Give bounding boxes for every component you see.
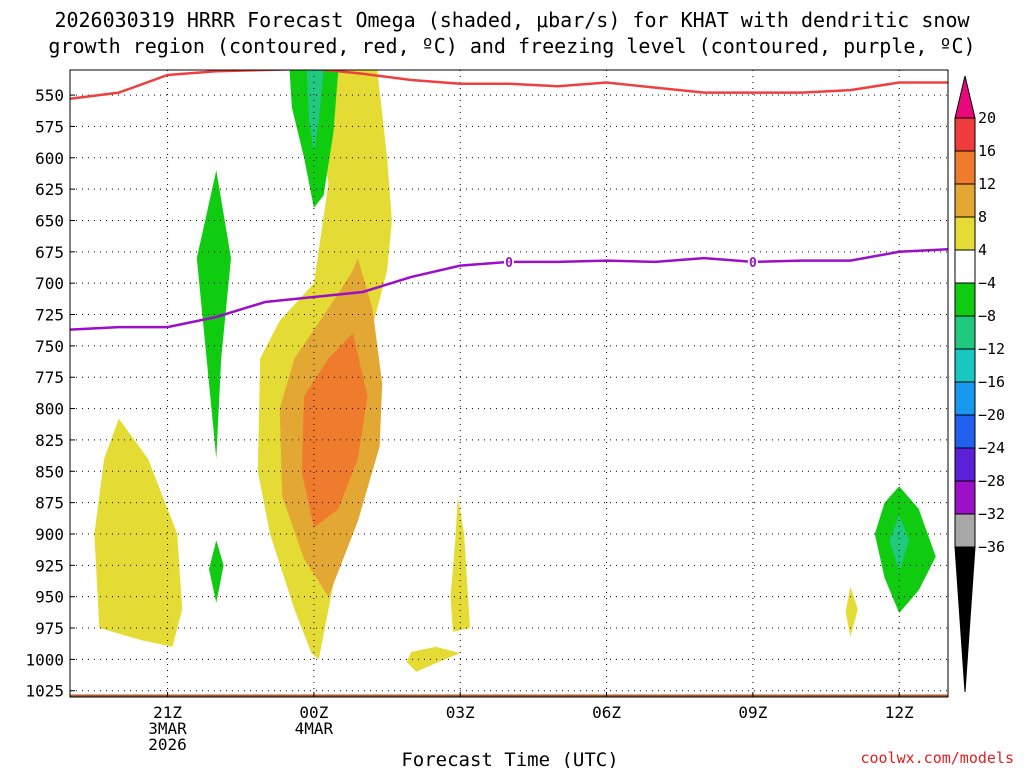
contour-label-bg [504,254,514,269]
x-axis-title: Forecast Time (UTC) [401,749,618,768]
omega-region-ascent-main-12-16 [301,333,368,528]
colorbar-bin [954,381,976,416]
colorbar-tick-label: 4 [978,241,987,259]
x-tick-label: 21Z [153,703,182,722]
x-tick-label: 4MAR [295,719,334,738]
chart-title-line-1: 2026030319 HRRR Forecast Omega (shaded, … [54,8,970,32]
colorbar-tick-label: 16 [978,142,996,160]
colorbar-tick-label: −32 [978,505,1005,523]
omega-region-ascent-low-left [94,418,183,647]
colorbar-top-arrow [954,75,976,119]
x-tick-label: 12Z [885,703,914,722]
colorbar: 20 16 12 8 4 −4 −8 −12 −16 −20 −24 −28 −32 −36 [954,75,1005,693]
y-tick-label: 925 [35,556,64,575]
colorbar-bin [954,513,976,548]
colorbar-bin [954,249,976,284]
y-tick-label: 975 [35,619,64,638]
colorbar-bin [954,414,976,449]
y-axis: 550 575 600 625 650 675 700 725 750 775 800 825 850 8… [25,86,75,701]
colorbar-tick-label: −16 [978,373,1005,391]
x-tick-label: 06Z [592,703,621,722]
y-tick-label: 675 [35,243,64,262]
omega-shading [94,70,936,672]
x-tick-label: 00Z [299,703,328,722]
omega-region-ascent-sfc-02z [406,646,461,672]
y-tick-label: 900 [35,525,64,544]
y-tick-label: 725 [35,306,64,325]
contour-label-bg [747,254,758,269]
colorbar-bin [954,315,976,350]
y-tick-label: 750 [35,337,64,356]
omega-region-ascent-small-11z [845,586,858,637]
y-tick-label: 875 [35,494,64,513]
x-tick-label: 09Z [738,703,767,722]
y-tick-label: 825 [35,431,64,450]
y-tick-label: 550 [35,86,64,105]
y-tick-label: 1025 [25,682,64,701]
colorbar-bin [954,348,976,383]
y-tick-label: 775 [35,368,64,387]
omega-region-descent-small-2130z [209,540,224,603]
y-tick-label: 950 [35,588,64,607]
colorbar-tick-label: −12 [978,340,1005,358]
y-tick-label: 650 [35,211,64,230]
colorbar-tick-label: −20 [978,406,1005,424]
colorbar-tick-label: −4 [978,274,996,292]
colorbar-tick-label: 20 [978,109,996,127]
colorbar-bin [954,282,976,317]
y-tick-label: 600 [35,149,64,168]
grid-lines [70,70,948,697]
plot-frame [69,69,949,698]
credit-text: coolwx.com/models [860,749,1014,767]
x-tick-label: 2026 [148,735,187,754]
chart-title-line-2: growth region (contoured, red, ºC) and f… [48,34,976,58]
colorbar-bottom-arrow [954,546,976,693]
colorbar-tick-label: −36 [978,538,1005,556]
colorbar-tick-label: −8 [978,307,996,325]
colorbar-bin [954,447,976,482]
colorbar-bin [954,480,976,515]
freezing-level-label: 0 [505,256,513,271]
x-tick-label: 3MAR [148,719,187,738]
colorbar-tick-label: 12 [978,175,996,193]
colorbar-tick-label: 8 [978,208,987,226]
colorbar-tick-label: −28 [978,472,1005,490]
colorbar-bin [954,216,976,251]
y-tick-label: 575 [35,117,64,136]
omega-region-ascent-small-03z [450,496,470,632]
colorbar-bin [954,150,976,185]
y-tick-label: 800 [35,400,64,419]
y-tick-label: 700 [35,274,64,293]
colorbar-tick-label: −24 [978,439,1005,457]
y-tick-label: 625 [35,180,64,199]
dendritic-growth-contour [70,70,948,101]
omega-region-descent-12z-core [889,515,909,572]
omega-region-descent-column-2130z [196,170,231,459]
colorbar-bin [954,117,976,152]
colorbar-bin [954,183,976,218]
ground-band [70,694,948,697]
omega-region-descent-upper-00z-core [306,70,324,153]
ground-layer [70,694,948,697]
y-tick-label: 850 [35,462,64,481]
freezing-level-label: 0 [749,256,757,271]
y-tick-label: 1000 [25,650,64,669]
x-tick-label: 03Z [446,703,475,722]
